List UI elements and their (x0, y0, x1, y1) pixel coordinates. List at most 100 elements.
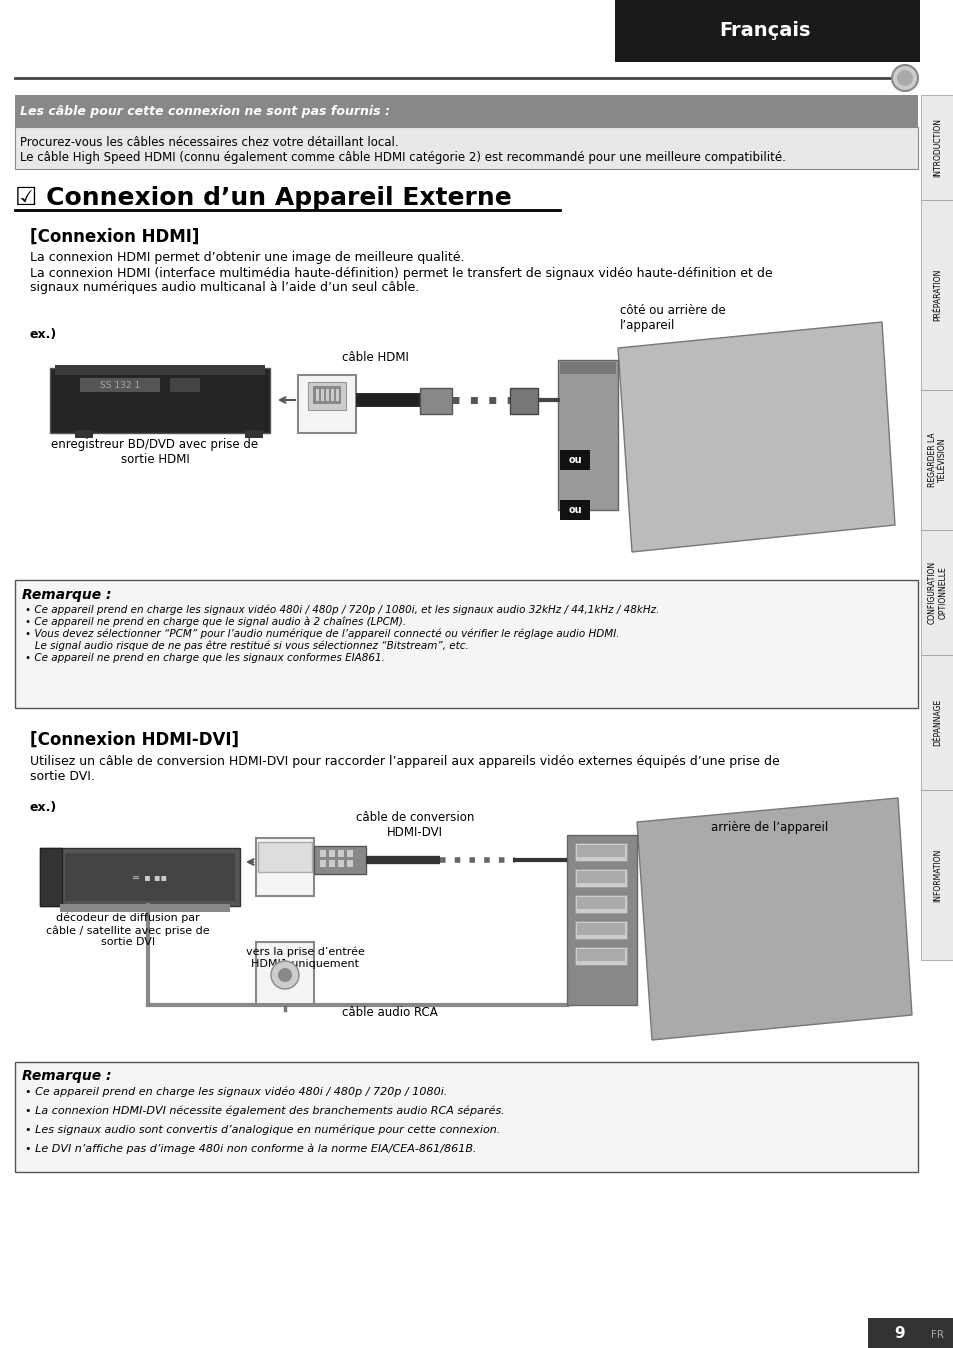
Bar (308, 381, 346, 410)
Bar (329, 860, 335, 867)
Bar (15, 127, 917, 168)
Bar (245, 430, 263, 438)
Bar (577, 949, 624, 961)
Bar (558, 360, 618, 510)
Text: câble audio RCA: câble audio RCA (342, 1006, 437, 1019)
Bar (80, 377, 160, 392)
Bar (313, 386, 340, 404)
Bar (75, 430, 92, 438)
Circle shape (896, 70, 912, 86)
Bar (566, 834, 637, 1006)
Bar (577, 923, 624, 936)
Bar (337, 860, 344, 867)
Bar (65, 853, 234, 900)
Bar (577, 871, 624, 883)
Bar (326, 390, 329, 400)
Bar (15, 94, 917, 127)
Bar (575, 869, 626, 887)
Bar (170, 377, 200, 392)
Bar (920, 790, 953, 960)
Text: ex.): ex.) (30, 802, 57, 814)
Bar (920, 390, 953, 530)
Bar (331, 390, 334, 400)
Bar (559, 500, 589, 520)
Bar (867, 1318, 953, 1348)
Bar (575, 895, 626, 913)
Text: • Le DVI n’affiche pas d’image 480i non conforme à la norme EIA/CEA-861/861B.: • Le DVI n’affiche pas d’image 480i non … (25, 1143, 476, 1154)
Bar (40, 848, 240, 906)
Text: Le signal audio risque de ne pas être restitué si vous sélectionnez “Bitstream”,: Le signal audio risque de ne pas être re… (25, 640, 468, 651)
Text: câble HDMI: câble HDMI (341, 352, 408, 364)
Text: FR: FR (930, 1330, 943, 1340)
Text: DÉPANNAGE: DÉPANNAGE (932, 698, 941, 747)
Bar (615, 0, 919, 62)
Bar (559, 363, 616, 373)
Text: • Vous devez sélectionner “PCM” pour l’audio numérique de l’appareil connecté ou: • Vous devez sélectionner “PCM” pour l’a… (25, 628, 618, 639)
Bar (320, 390, 324, 400)
Text: Français: Français (719, 22, 810, 40)
Text: arrière de l’appareil: arrière de l’appareil (711, 821, 828, 834)
Bar (257, 842, 312, 872)
Text: REGARDER LA
TÉLÉVISION: REGARDER LA TÉLÉVISION (927, 433, 946, 488)
Bar (329, 851, 335, 857)
Text: ex.): ex.) (30, 329, 57, 341)
Bar (347, 851, 353, 857)
Text: INFORMATION: INFORMATION (932, 848, 941, 902)
Text: Le câble High Speed HDMI (connu également comme câble HDMI catégorie 2) est reco: Le câble High Speed HDMI (connu égalemen… (20, 151, 785, 163)
Bar (297, 375, 355, 433)
Text: vers la prise d’entrée
HDMI1 uniquement: vers la prise d’entrée HDMI1 uniquement (245, 946, 364, 969)
Polygon shape (618, 322, 894, 551)
Bar (319, 851, 326, 857)
Text: SS 132 1: SS 132 1 (100, 381, 140, 391)
Text: • Ce appareil ne prend en charge que le signal audio à 2 chaînes (LPCM).: • Ce appareil ne prend en charge que le … (25, 617, 406, 627)
Text: La connexion HDMI (interface multimédia haute-définition) permet le transfert de: La connexion HDMI (interface multimédia … (30, 267, 772, 279)
Bar (559, 450, 589, 470)
Circle shape (277, 968, 292, 981)
Text: signaux numériques audio multicanal à l’aide d’un seul câble.: signaux numériques audio multicanal à l’… (30, 282, 418, 294)
Text: enregistreur BD/DVD avec prise de
sortie HDMI: enregistreur BD/DVD avec prise de sortie… (51, 438, 258, 466)
Bar (55, 365, 265, 375)
Bar (60, 905, 230, 913)
Text: câble de conversion
HDMI-DVI: câble de conversion HDMI-DVI (355, 811, 474, 838)
Circle shape (891, 65, 917, 92)
Text: INTRODUCTION: INTRODUCTION (932, 119, 941, 177)
Bar (920, 94, 953, 200)
Bar (419, 388, 452, 414)
Text: CONFIGURATION
OPTIONNELLE: CONFIGURATION OPTIONNELLE (927, 561, 946, 624)
Bar (347, 860, 353, 867)
Text: [Connexion HDMI]: [Connexion HDMI] (30, 228, 199, 245)
Text: • Ce appareil ne prend en charge que les signaux conformes EIA861.: • Ce appareil ne prend en charge que les… (25, 652, 384, 663)
Text: La connexion HDMI permet d’obtenir une image de meilleure qualité.: La connexion HDMI permet d’obtenir une i… (30, 252, 464, 264)
Text: • Les signaux audio sont convertis d’analogique en numérique pour cette connexio: • Les signaux audio sont convertis d’ana… (25, 1124, 499, 1135)
Text: • Ce appareil prend en charge les signaux vidéo 480i / 480p / 720p / 1080i.: • Ce appareil prend en charge les signau… (25, 1086, 447, 1097)
Circle shape (271, 961, 298, 989)
Bar (577, 845, 624, 857)
Bar (40, 848, 62, 906)
Text: Utilisez un câble de conversion HDMI-DVI pour raccorder l’appareil aux appareils: Utilisez un câble de conversion HDMI-DVI… (30, 755, 779, 768)
Text: 9: 9 (894, 1325, 904, 1340)
Bar (255, 838, 314, 896)
Text: décodeur de diffusion par
câble / satellite avec prise de
sortie DVI: décodeur de diffusion par câble / satell… (46, 913, 210, 948)
Text: côté ou arrière de
l’appareil: côté ou arrière de l’appareil (619, 305, 725, 332)
Text: ☑ Connexion d’un Appareil Externe: ☑ Connexion d’un Appareil Externe (15, 186, 511, 210)
Bar (255, 942, 314, 1004)
Text: Remarque :: Remarque : (22, 588, 112, 603)
Text: ═  ▪ ▪▪: ═ ▪ ▪▪ (132, 874, 168, 883)
Text: Les câble pour cette connexion ne sont pas fournis :: Les câble pour cette connexion ne sont p… (20, 105, 390, 117)
Bar (920, 200, 953, 390)
Bar (314, 847, 366, 874)
Text: ou: ou (568, 506, 581, 515)
Bar (319, 860, 326, 867)
Text: [Connexion HDMI-DVI]: [Connexion HDMI-DVI] (30, 731, 239, 749)
Text: PRÉPARATION: PRÉPARATION (932, 268, 941, 321)
Text: Procurez-vous les câbles nécessaires chez votre détaillant local.: Procurez-vous les câbles nécessaires che… (20, 136, 398, 148)
Bar (920, 655, 953, 790)
Bar (577, 896, 624, 909)
Bar (510, 388, 537, 414)
Bar (335, 390, 338, 400)
Bar (575, 948, 626, 965)
Text: sortie DVI.: sortie DVI. (30, 771, 94, 783)
Bar (337, 851, 344, 857)
Polygon shape (637, 798, 911, 1041)
Text: • Ce appareil prend en charge les signaux vidéo 480i / 480p / 720p / 1080i, et l: • Ce appareil prend en charge les signau… (25, 605, 659, 615)
